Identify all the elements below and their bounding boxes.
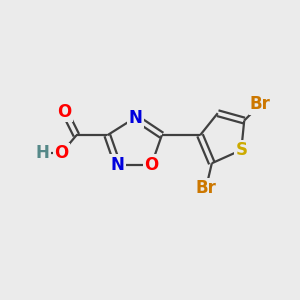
Text: Br: Br bbox=[250, 95, 271, 113]
Text: O: O bbox=[55, 144, 69, 162]
Text: S: S bbox=[235, 141, 247, 159]
Text: N: N bbox=[111, 156, 124, 174]
Text: Br: Br bbox=[196, 179, 216, 197]
Text: O: O bbox=[144, 156, 159, 174]
Text: H: H bbox=[36, 144, 50, 162]
Text: N: N bbox=[128, 109, 142, 127]
Text: O: O bbox=[58, 103, 72, 121]
